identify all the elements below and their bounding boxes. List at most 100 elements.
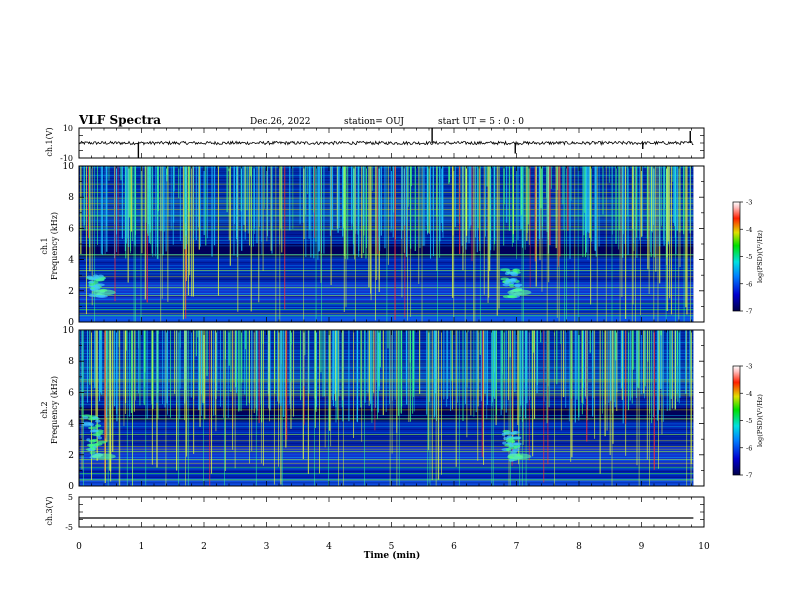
chorus-emission bbox=[88, 293, 97, 297]
chorus-emission bbox=[88, 282, 95, 286]
colorbar-tick-label: -5 bbox=[746, 417, 752, 425]
colorbar-tick-label: -5 bbox=[746, 253, 752, 261]
chorus-emission bbox=[92, 433, 102, 437]
chorus-emission bbox=[505, 447, 511, 451]
chorus-emission bbox=[88, 426, 98, 430]
ch2-spectrogram-ylabel-frequency: Frequency (kHz) bbox=[50, 376, 59, 444]
x-tick-label: 1 bbox=[139, 542, 145, 552]
colorbar-tick-label: -4 bbox=[746, 390, 752, 398]
y-tick-label: -10 bbox=[60, 154, 73, 163]
y-tick-label: 6 bbox=[68, 388, 74, 398]
colorbar-gradient bbox=[732, 201, 741, 312]
chorus-emission bbox=[502, 283, 511, 287]
y-tick-label: -5 bbox=[65, 523, 73, 532]
chorus-emission bbox=[512, 436, 522, 440]
chorus-emission bbox=[510, 273, 519, 277]
chorus-emission bbox=[88, 422, 93, 426]
ch3-waveform-panel: 5 -5 bbox=[65, 493, 705, 532]
colorbar-tick-label: -7 bbox=[746, 472, 752, 480]
colorbar-tick-label: -4 bbox=[746, 226, 752, 234]
y-tick-label: 10 bbox=[63, 124, 73, 133]
y-tick-label: 5 bbox=[68, 493, 73, 502]
y-tick-label: 0 bbox=[68, 318, 74, 328]
ch1-spectrogram-ylabel-channel: ch.1 bbox=[40, 237, 49, 254]
chorus-emission bbox=[509, 294, 516, 298]
x-tick-label: 4 bbox=[326, 542, 332, 552]
ch1-waveform-ylabel: ch.1(V) bbox=[45, 127, 54, 156]
y-tick-label: 4 bbox=[68, 420, 74, 430]
x-tick-label: 3 bbox=[264, 542, 270, 552]
x-tick-label: 9 bbox=[639, 542, 645, 552]
colorbar-label: log(PSD)(V²/Hz) bbox=[756, 230, 764, 283]
start-time-label: start UT = 5 : 0 : 0 bbox=[438, 117, 524, 127]
ch3-waveform-ylabel: ch.3(V) bbox=[45, 496, 54, 525]
chorus-emission bbox=[94, 442, 103, 446]
x-tick-label: 2 bbox=[201, 542, 207, 552]
chorus-emission bbox=[95, 294, 106, 298]
chorus-emission bbox=[95, 419, 101, 423]
x-axis-label: Time (min) bbox=[364, 550, 421, 561]
ch2-colorbar: -3 -4 -5 -6 -7 log(PSD)(V²/Hz) bbox=[732, 363, 764, 480]
chorus-emission bbox=[509, 444, 514, 448]
date-label: Dec.26, 2022 bbox=[250, 117, 311, 127]
chorus-emission bbox=[82, 415, 89, 419]
colorbar-tick-label: -6 bbox=[746, 280, 752, 288]
station-label: station= OUJ bbox=[344, 117, 404, 127]
chorus-emission bbox=[508, 284, 515, 288]
y-tick-label: 2 bbox=[68, 451, 74, 461]
chorus-emission bbox=[502, 441, 507, 445]
chorus-emission bbox=[500, 268, 510, 272]
chorus-emission bbox=[505, 439, 516, 443]
chorus-emission bbox=[503, 437, 509, 441]
y-tick-label: 8 bbox=[68, 357, 74, 367]
chorus-emission bbox=[92, 416, 99, 420]
chorus-emission bbox=[88, 439, 97, 443]
chorus-emission bbox=[88, 277, 97, 281]
x-tick-label: 8 bbox=[576, 542, 582, 552]
chorus-emission bbox=[94, 278, 105, 282]
colorbar-tick-label: -3 bbox=[746, 363, 752, 371]
chorus-emission bbox=[86, 443, 94, 447]
waveform-trace bbox=[78, 140, 694, 147]
colorbar-gradient bbox=[732, 365, 741, 476]
chorus-emission bbox=[91, 447, 96, 451]
x-axis-ticks: 0 1 2 3 4 5 6 7 8 9 10 bbox=[76, 542, 710, 552]
chorus-emission bbox=[92, 429, 99, 433]
ch2-spectrogram-panel: 0 2 4 6 8 10 bbox=[63, 326, 705, 492]
y-tick-label: 10 bbox=[63, 326, 75, 336]
ch1-waveform-panel: 10 -10 bbox=[60, 124, 705, 163]
chorus-emission bbox=[512, 268, 521, 272]
y-tick-label: 6 bbox=[68, 224, 74, 234]
chorus-emission bbox=[511, 430, 520, 434]
chorus-emission bbox=[505, 279, 511, 283]
ch2-spectrogram-ylabel-channel: ch.2 bbox=[40, 401, 49, 418]
chorus-emission bbox=[92, 274, 99, 278]
colorbar-tick-label: -6 bbox=[746, 444, 752, 452]
colorbar-tick-label: -3 bbox=[746, 199, 752, 207]
chorus-emission bbox=[508, 458, 515, 462]
x-tick-label: 6 bbox=[451, 542, 457, 552]
x-tick-label: 0 bbox=[76, 542, 82, 552]
ch1-spectrogram-ylabel-frequency: Frequency (kHz) bbox=[50, 212, 59, 280]
ch1-colorbar: -3 -4 -5 -6 -7 log(PSD)(V²/Hz) bbox=[732, 199, 764, 316]
y-tick-label: 0 bbox=[68, 482, 74, 492]
chorus-emission bbox=[509, 278, 516, 282]
chorus-emission bbox=[97, 274, 104, 278]
x-tick-label: 7 bbox=[514, 542, 520, 552]
chorus-emission bbox=[503, 431, 513, 435]
y-tick-label: 2 bbox=[68, 287, 74, 297]
x-tick-label: 5 bbox=[389, 542, 395, 552]
chorus-emission bbox=[512, 442, 519, 446]
figure-title: VLF Spectra bbox=[78, 113, 161, 127]
y-tick-label: 4 bbox=[68, 256, 74, 266]
colorbar-label: log(PSD)(V²/Hz) bbox=[756, 394, 764, 447]
chorus-emission bbox=[510, 450, 518, 454]
chorus-emission bbox=[94, 424, 102, 428]
colorbar-tick-label: -7 bbox=[746, 308, 752, 316]
chorus-emission bbox=[89, 451, 96, 455]
y-tick-label: 8 bbox=[68, 193, 74, 203]
y-tick-label: 10 bbox=[63, 162, 75, 172]
chorus-emission bbox=[514, 284, 521, 288]
x-tick-label: 10 bbox=[698, 542, 710, 552]
